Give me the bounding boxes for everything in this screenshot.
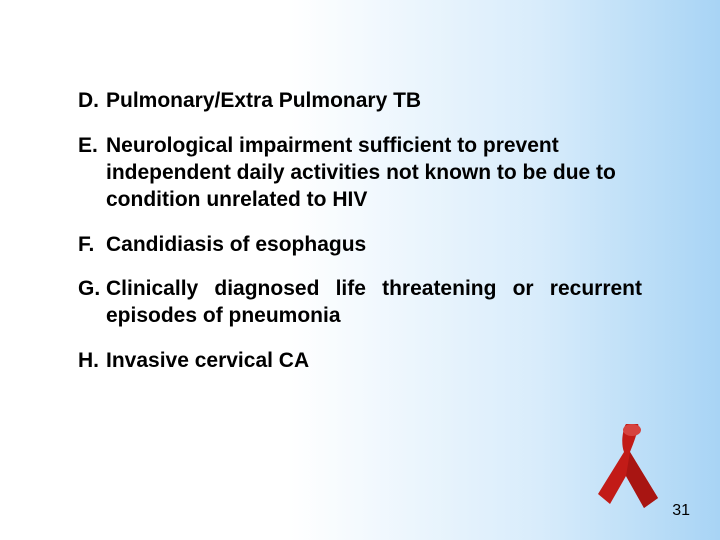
- list-marker: D.: [78, 88, 106, 115]
- content-list: D. Pulmonary/Extra Pulmonary TB E. Neuro…: [78, 88, 642, 393]
- list-marker: H.: [78, 348, 106, 375]
- list-marker: G.: [78, 276, 106, 330]
- list-text: Candidiasis of esophagus: [106, 232, 642, 259]
- list-item: G. Clinically diagnosed life threatening…: [78, 276, 642, 330]
- list-marker: E.: [78, 133, 106, 214]
- list-text: Neurological impairment sufficient to pr…: [106, 133, 642, 214]
- list-text: Clinically diagnosed life threatening or…: [106, 276, 642, 330]
- list-text: Pulmonary/Extra Pulmonary TB: [106, 88, 642, 115]
- slide: D. Pulmonary/Extra Pulmonary TB E. Neuro…: [0, 0, 720, 540]
- list-item: E. Neurological impairment sufficient to…: [78, 133, 642, 214]
- ribbon-icon: [596, 420, 668, 510]
- page-number: 31: [672, 502, 690, 520]
- list-item: D. Pulmonary/Extra Pulmonary TB: [78, 88, 642, 115]
- list-item: F. Candidiasis of esophagus: [78, 232, 642, 259]
- list-text: Invasive cervical CA: [106, 348, 642, 375]
- list-marker: F.: [78, 232, 106, 259]
- list-item: H. Invasive cervical CA: [78, 348, 642, 375]
